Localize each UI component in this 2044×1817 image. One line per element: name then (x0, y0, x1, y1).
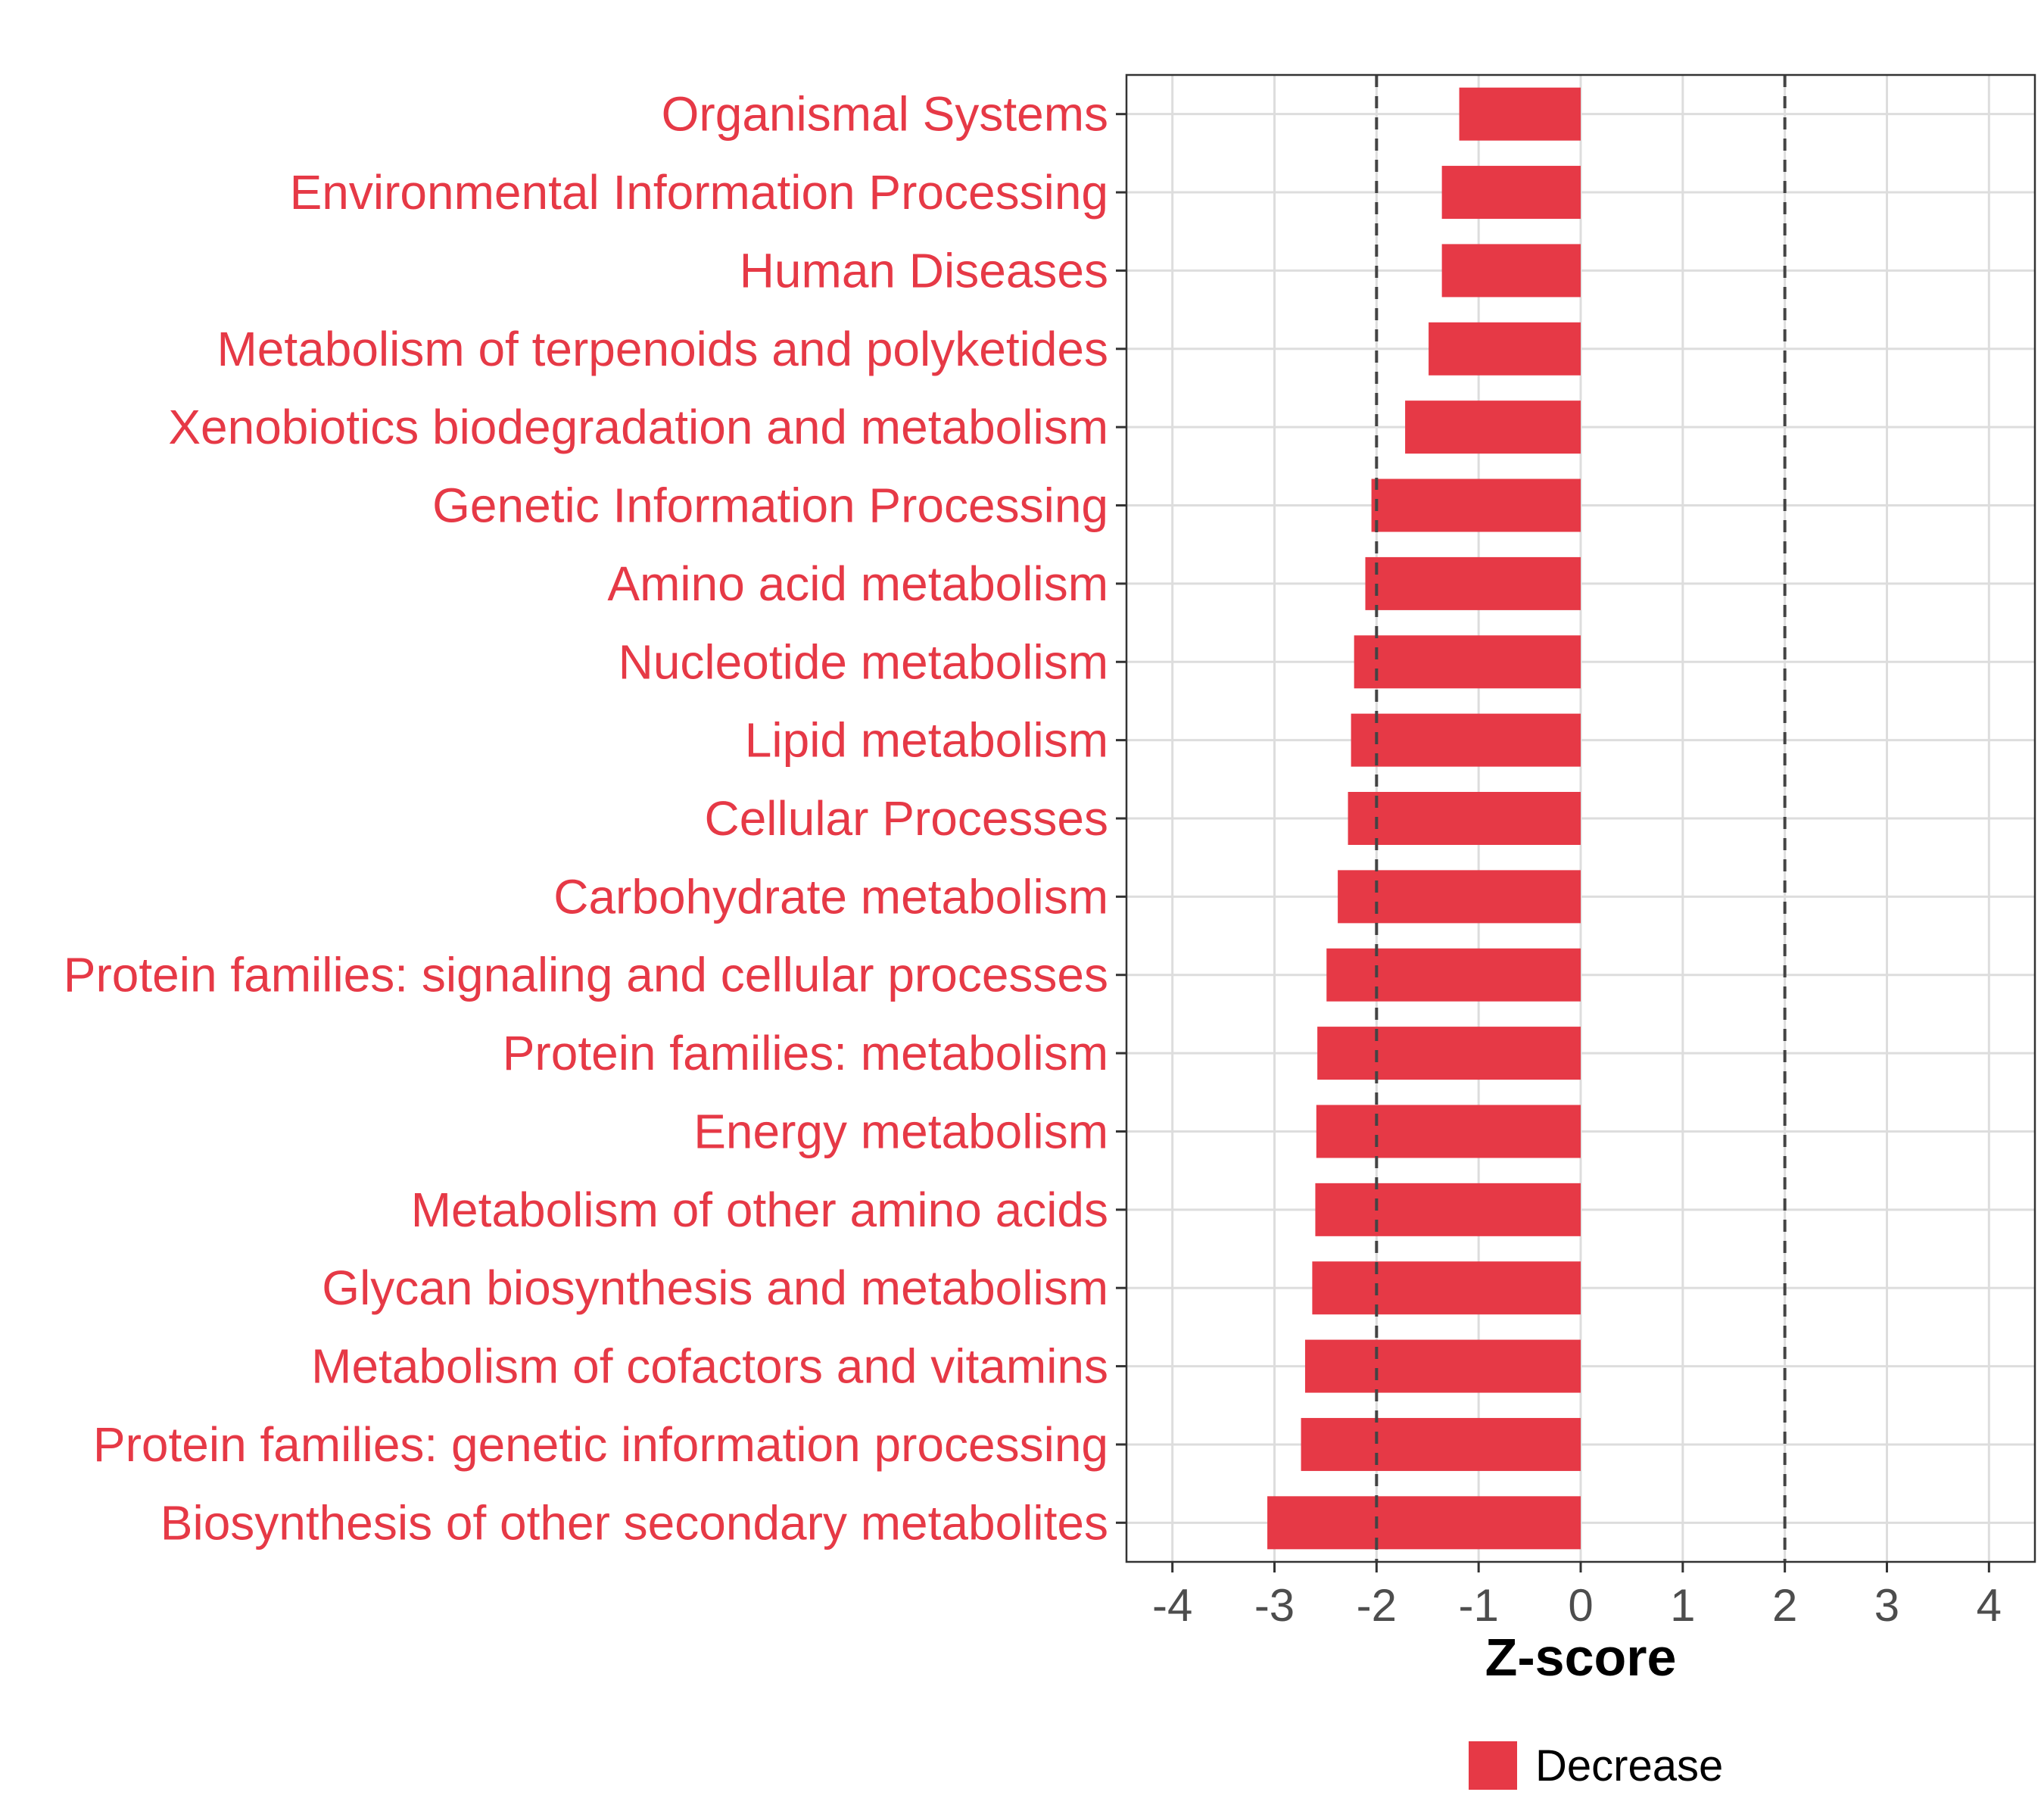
x-tick-label: 2 (1772, 1580, 1797, 1631)
x-tick-label: 4 (1977, 1580, 2002, 1631)
y-tick-label: Nucleotide metabolism (618, 634, 1108, 689)
x-axis: -4 -3 -2 -1 0 1 2 3 4 (1152, 1562, 2002, 1631)
x-tick-label: -4 (1152, 1580, 1192, 1631)
x-tick-label: 0 (1568, 1580, 1593, 1631)
bar (1304, 1339, 1581, 1393)
y-tick-label: Lipid metabolism (745, 713, 1108, 768)
bar (1326, 948, 1581, 1002)
bar (1371, 478, 1581, 532)
bar (1338, 870, 1581, 924)
bar (1267, 1496, 1581, 1550)
x-tick-label: -3 (1254, 1580, 1295, 1631)
legend-swatch-decrease (1469, 1741, 1517, 1790)
bar (1441, 166, 1581, 220)
legend-label-decrease: Decrease (1535, 1741, 1723, 1791)
y-tick-label: Protein families: signaling and cellular… (64, 948, 1108, 1002)
y-tick-label: Metabolism of cofactors and vitamins (311, 1339, 1108, 1394)
y-tick-label: Metabolism of other amino acids (411, 1183, 1108, 1237)
y-tick-label: Organismal Systems (662, 87, 1108, 142)
y-tick-label: Glycan biosynthesis and metabolism (322, 1261, 1108, 1315)
y-tick-label: Protein families: genetic information pr… (93, 1417, 1108, 1472)
bar (1459, 87, 1581, 141)
y-tick-label: Energy metabolism (693, 1104, 1108, 1158)
x-tick-label: 3 (1874, 1580, 1899, 1631)
bar (1365, 556, 1581, 610)
bar (1441, 244, 1581, 298)
y-tick-label: Genetic Information Processing (432, 478, 1108, 533)
bar (1348, 792, 1581, 845)
reference-lines (1375, 75, 1787, 1562)
bar (1315, 1183, 1581, 1236)
y-tick-label: Metabolism of terpenoids and polyketides (217, 322, 1108, 376)
y-tick-label: Protein families: metabolism (503, 1026, 1108, 1080)
bar (1317, 1027, 1581, 1080)
legend: Decrease (1469, 1741, 1723, 1791)
y-tick-label: Amino acid metabolism (607, 556, 1108, 611)
x-tick-label: 1 (1670, 1580, 1695, 1631)
bars (1267, 87, 1581, 1550)
y-tick-label: Biosynthesis of other secondary metaboli… (160, 1495, 1108, 1550)
y-tick-label: Cellular Processes (704, 791, 1108, 846)
y-tick-label: Human Diseases (740, 243, 1108, 298)
y-axis: Organismal Systems Environmental Informat… (64, 87, 1126, 1550)
bar (1429, 322, 1581, 376)
x-tick-label: -1 (1458, 1580, 1498, 1631)
bar (1405, 400, 1581, 454)
x-tick-label: -2 (1357, 1580, 1397, 1631)
y-tick-label: Xenobiotics biodegradation and metabolis… (168, 400, 1108, 454)
bar (1301, 1417, 1581, 1471)
y-tick-label: Carbohydrate metabolism (553, 869, 1108, 924)
bar (1351, 713, 1581, 767)
y-tick-label: Environmental Information Processing (290, 165, 1108, 220)
bar (1354, 635, 1581, 689)
bar (1316, 1105, 1581, 1158)
x-axis-title: Z-score (1485, 1628, 1677, 1687)
bar (1312, 1261, 1581, 1315)
